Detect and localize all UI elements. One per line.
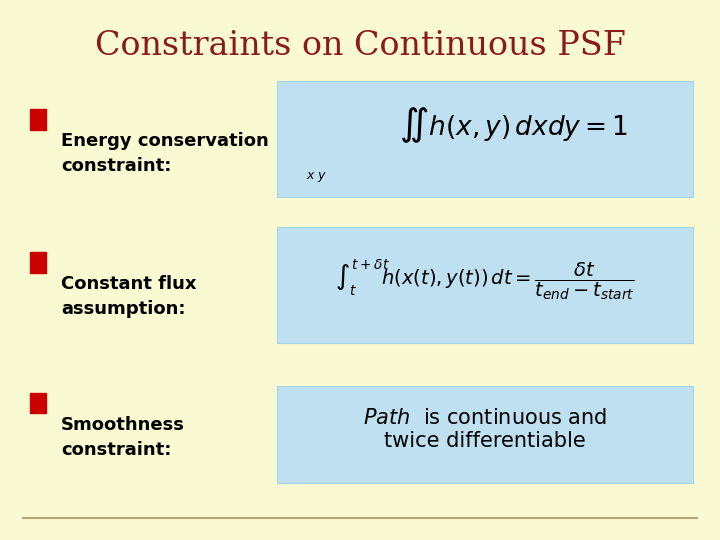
Text: $x\;y$: $x\;y$ — [307, 170, 327, 184]
Text: Constant flux
assumption:: Constant flux assumption: — [61, 275, 197, 319]
Text: Smoothness
constraint:: Smoothness constraint: — [61, 416, 185, 459]
Text: Energy conservation
constraint:: Energy conservation constraint: — [61, 132, 269, 176]
Text: $\mathit{Path}$  is continuous and
twice differentiable: $\mathit{Path}$ is continuous and twice … — [363, 408, 608, 451]
Bar — [30, 393, 46, 413]
FancyBboxPatch shape — [277, 81, 693, 197]
Bar — [30, 109, 46, 130]
Text: $\int_{t}^{t+\delta t}\!\! h(x(t),y(t))\,dt = \dfrac{\delta t}{t_{end} - t_{star: $\int_{t}^{t+\delta t}\!\! h(x(t),y(t))\… — [336, 257, 635, 302]
FancyBboxPatch shape — [277, 386, 693, 483]
Bar — [30, 252, 46, 273]
Text: Constraints on Continuous PSF: Constraints on Continuous PSF — [94, 30, 626, 62]
FancyBboxPatch shape — [277, 227, 693, 343]
Text: $\iint h(x,y)\,dxdy = 1$: $\iint h(x,y)\,dxdy = 1$ — [400, 106, 629, 145]
